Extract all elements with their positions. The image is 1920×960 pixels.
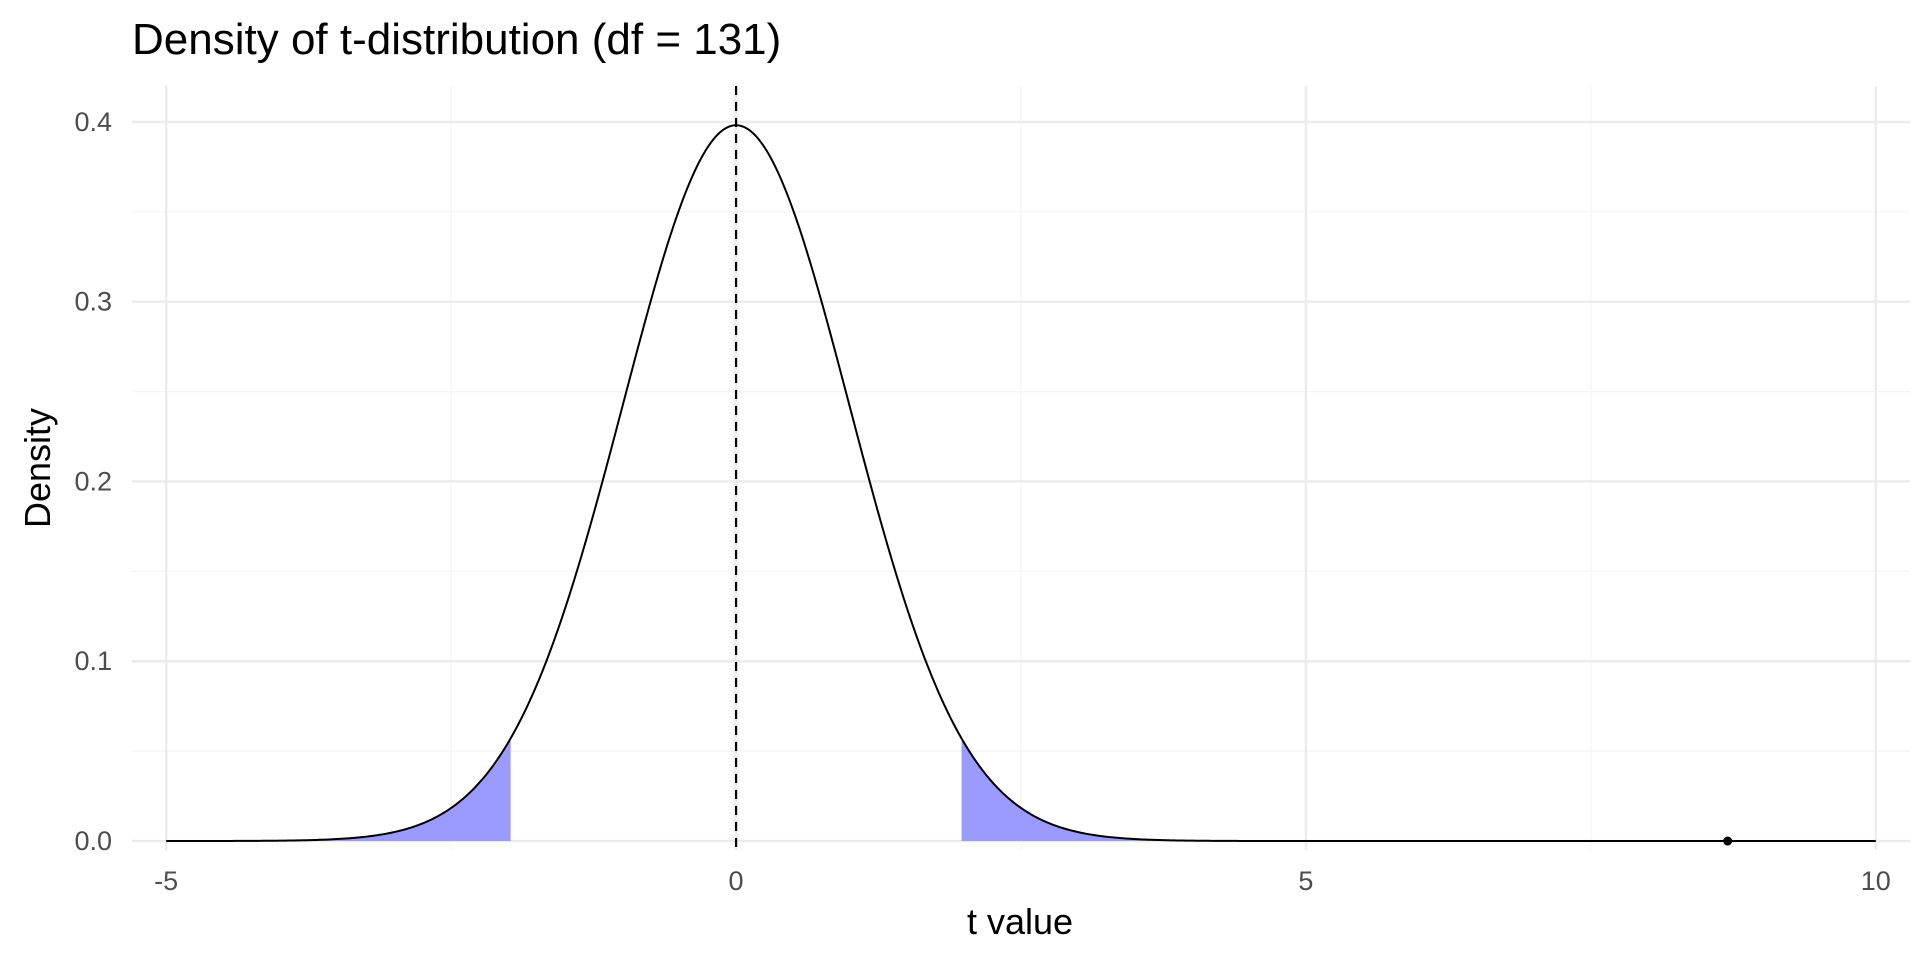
y-tick-label: 0.4: [74, 107, 112, 137]
minor-gridlines: [132, 86, 1910, 850]
y-axis-title: Density: [17, 408, 58, 528]
x-tick-label: 0: [729, 866, 744, 896]
y-tick-label: 0.0: [74, 826, 112, 856]
x-tick-label: -5: [154, 866, 178, 896]
observed-point-layer: [1723, 836, 1733, 846]
density-curve: [166, 124, 1876, 843]
x-tick-label: 10: [1861, 866, 1891, 896]
left-tail-region: [166, 738, 511, 842]
x-axis-title: t value: [967, 901, 1073, 942]
y-tick-label: 0.3: [74, 287, 112, 317]
right-tail-region: [961, 738, 1876, 842]
curve-layer: [166, 124, 1876, 843]
y-tick-label: 0.2: [74, 466, 112, 496]
y-axis-ticks: 0.0 0.1 0.2 0.3 0.4: [74, 107, 112, 856]
x-axis-ticks: -5 0 5 10: [154, 866, 1891, 896]
chart-title: Density of t-distribution (df = 131): [132, 15, 781, 64]
observed-t-point: [1723, 836, 1733, 846]
y-tick-label: 0.1: [74, 646, 112, 676]
x-tick-label: 5: [1298, 866, 1313, 896]
shaded-tail-regions: [166, 738, 1876, 842]
